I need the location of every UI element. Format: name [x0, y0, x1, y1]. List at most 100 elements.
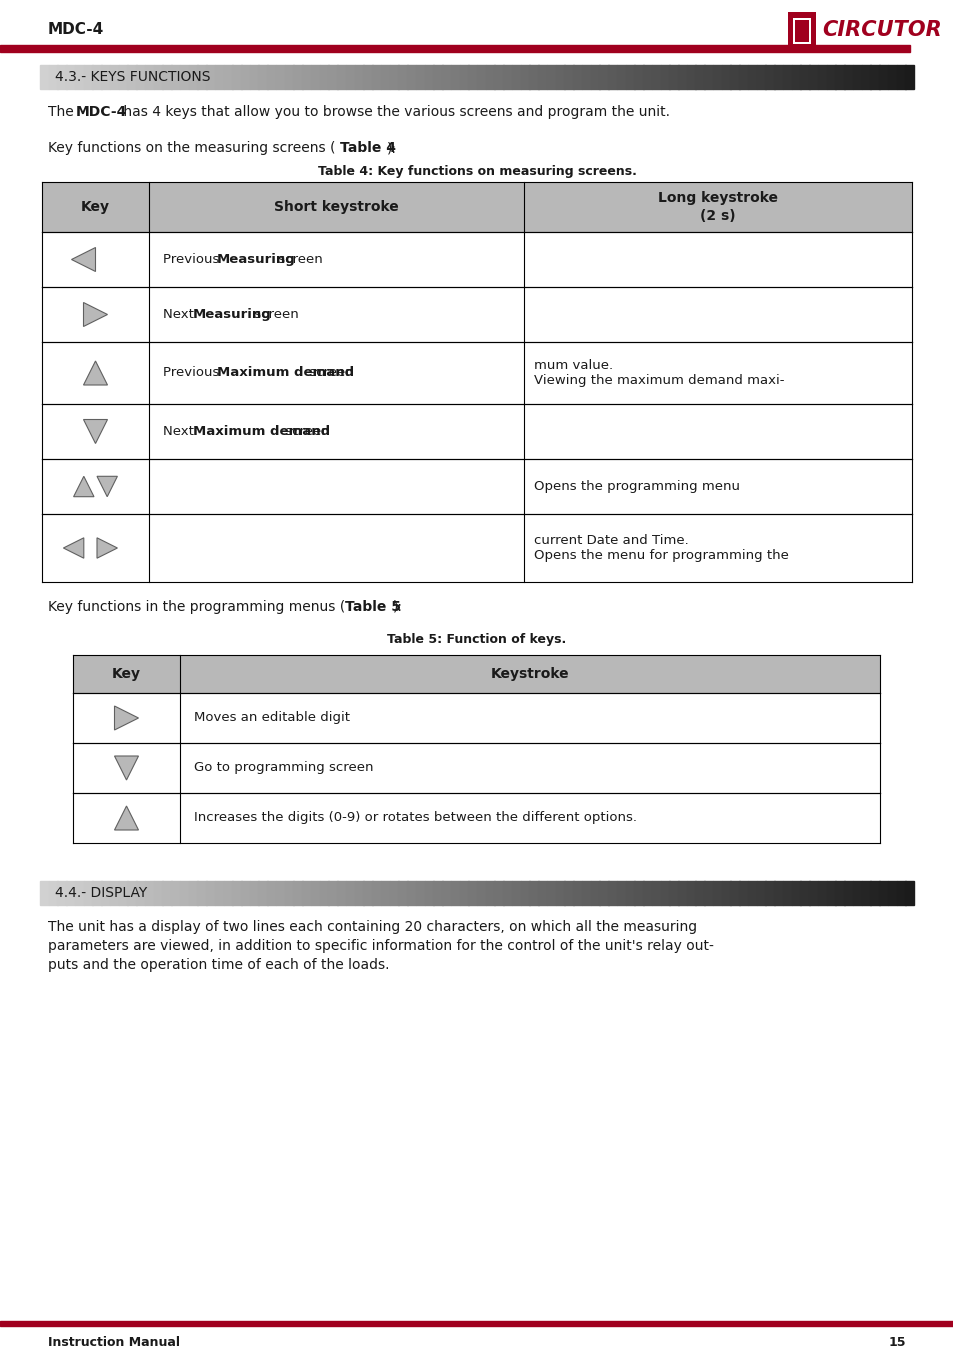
Bar — [250, 65, 258, 89]
Text: Long keystroke
(2 s): Long keystroke (2 s) — [658, 190, 778, 223]
Bar — [835, 882, 843, 905]
Bar — [49, 65, 58, 89]
Bar — [564, 65, 573, 89]
Bar — [843, 882, 852, 905]
Bar — [476, 65, 486, 89]
Bar — [258, 882, 268, 905]
Polygon shape — [84, 302, 108, 327]
Bar — [695, 65, 704, 89]
Bar — [791, 65, 800, 89]
Text: Instruction Manual: Instruction Manual — [48, 1335, 180, 1349]
Bar — [42, 342, 911, 404]
Bar — [441, 882, 451, 905]
Bar — [49, 882, 58, 905]
Polygon shape — [97, 537, 117, 558]
Bar — [416, 882, 425, 905]
Bar — [773, 65, 782, 89]
Bar — [581, 65, 591, 89]
Bar — [787, 12, 815, 49]
Bar — [267, 65, 276, 89]
Bar — [686, 65, 696, 89]
Bar — [424, 65, 434, 89]
Bar — [642, 882, 652, 905]
Bar — [782, 65, 791, 89]
Bar — [42, 514, 911, 582]
Bar — [468, 882, 477, 905]
Bar — [598, 882, 608, 905]
Bar — [92, 882, 102, 905]
Text: Next: Next — [163, 308, 198, 321]
Bar — [398, 65, 407, 89]
Bar — [808, 882, 818, 905]
Bar — [756, 65, 765, 89]
Bar — [118, 882, 128, 905]
Bar — [459, 882, 468, 905]
Bar — [302, 882, 311, 905]
Bar — [267, 882, 276, 905]
Bar — [485, 65, 495, 89]
Text: screen: screen — [250, 308, 298, 321]
Text: Short keystroke: Short keystroke — [274, 200, 398, 215]
Bar — [346, 882, 355, 905]
Polygon shape — [84, 360, 108, 385]
Bar — [241, 65, 250, 89]
Bar — [42, 288, 911, 342]
Bar — [118, 65, 128, 89]
Bar — [311, 65, 320, 89]
Polygon shape — [71, 247, 95, 271]
Bar — [258, 65, 268, 89]
Polygon shape — [63, 537, 84, 558]
Bar — [502, 65, 512, 89]
Bar — [825, 882, 835, 905]
Text: Table 4: Key functions on measuring screens.: Table 4: Key functions on measuring scre… — [317, 166, 636, 178]
Bar — [40, 882, 50, 905]
Bar — [607, 882, 617, 905]
Bar — [546, 65, 556, 89]
Bar — [764, 882, 774, 905]
Bar — [861, 65, 870, 89]
Text: Previous: Previous — [163, 252, 223, 266]
Bar — [214, 65, 224, 89]
Bar — [634, 882, 643, 905]
Bar — [180, 882, 189, 905]
Text: The: The — [48, 105, 78, 119]
Bar — [590, 882, 599, 905]
Text: Keystroke: Keystroke — [490, 667, 569, 680]
Bar — [294, 65, 302, 89]
Text: MDC-4: MDC-4 — [48, 23, 104, 38]
Bar — [136, 882, 145, 905]
Text: ):: ): — [387, 140, 396, 155]
Bar — [869, 882, 879, 905]
Bar — [659, 882, 669, 905]
Bar — [695, 882, 704, 905]
Bar — [180, 65, 189, 89]
Bar — [84, 65, 92, 89]
Text: Next: Next — [163, 425, 198, 437]
Bar — [739, 882, 748, 905]
Text: Moves an editable digit: Moves an editable digit — [193, 711, 350, 725]
Bar — [380, 882, 390, 905]
Text: Measuring: Measuring — [193, 308, 272, 321]
Bar — [564, 882, 573, 905]
Bar — [197, 882, 207, 905]
Text: The unit has a display of two lines each containing 20 characters, on which all : The unit has a display of two lines each… — [48, 919, 697, 934]
Bar — [669, 882, 678, 905]
Bar — [145, 882, 154, 905]
Bar — [800, 65, 809, 89]
Text: screen: screen — [274, 252, 322, 266]
Bar — [642, 65, 652, 89]
Bar — [651, 65, 660, 89]
Bar — [355, 882, 363, 905]
Bar — [294, 882, 302, 905]
Bar — [887, 65, 896, 89]
Bar — [590, 65, 599, 89]
Text: Go to programming screen: Go to programming screen — [193, 761, 374, 775]
Bar — [852, 65, 862, 89]
Bar — [904, 882, 914, 905]
Bar — [730, 882, 739, 905]
Bar — [764, 65, 774, 89]
Bar — [275, 882, 285, 905]
Bar — [625, 882, 634, 905]
Text: Opens the programming menu: Opens the programming menu — [534, 481, 740, 493]
Bar — [372, 882, 381, 905]
